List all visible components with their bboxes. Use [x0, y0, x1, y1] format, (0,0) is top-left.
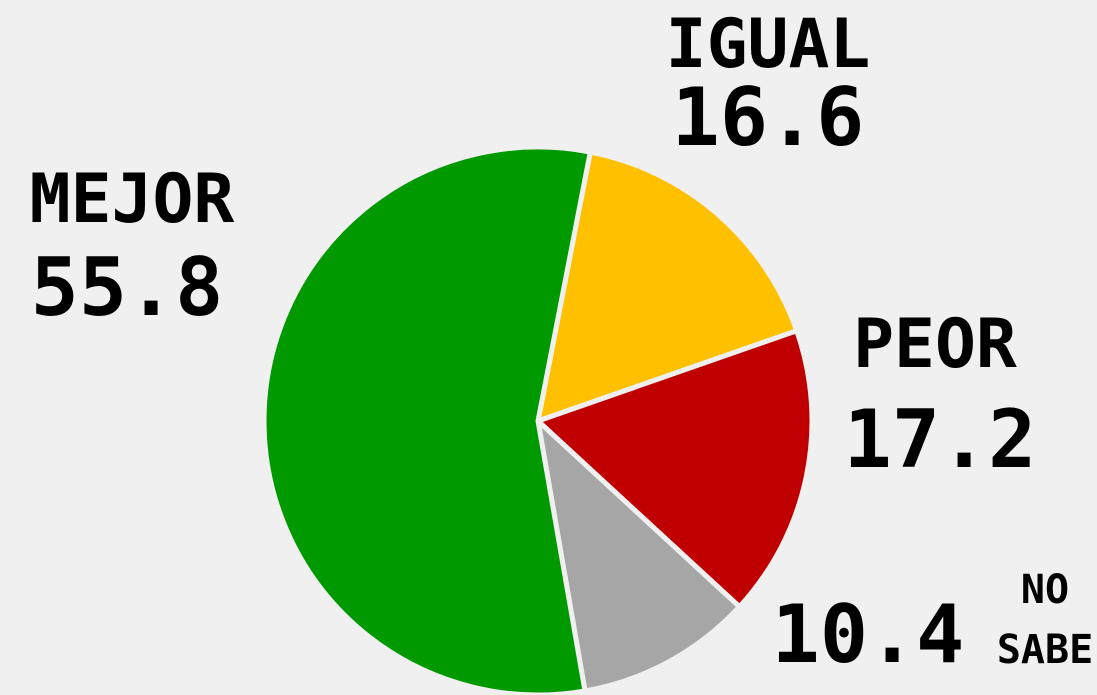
slice-label: IGUAL [665, 5, 871, 84]
slice-label: NO SABE [996, 567, 1094, 673]
pie-slice [535, 418, 742, 694]
value-label: 10.4 [771, 588, 965, 681]
value-label: 55.8 [30, 241, 224, 334]
slice-label: PEOR [853, 305, 1017, 384]
pie-slice [535, 328, 815, 610]
slice-label: MEJOR [29, 160, 235, 239]
value-label: 17.2 [843, 393, 1037, 486]
value-label: 16.6 [671, 71, 865, 164]
pie-slice [261, 144, 593, 695]
pie-slice [535, 149, 800, 424]
